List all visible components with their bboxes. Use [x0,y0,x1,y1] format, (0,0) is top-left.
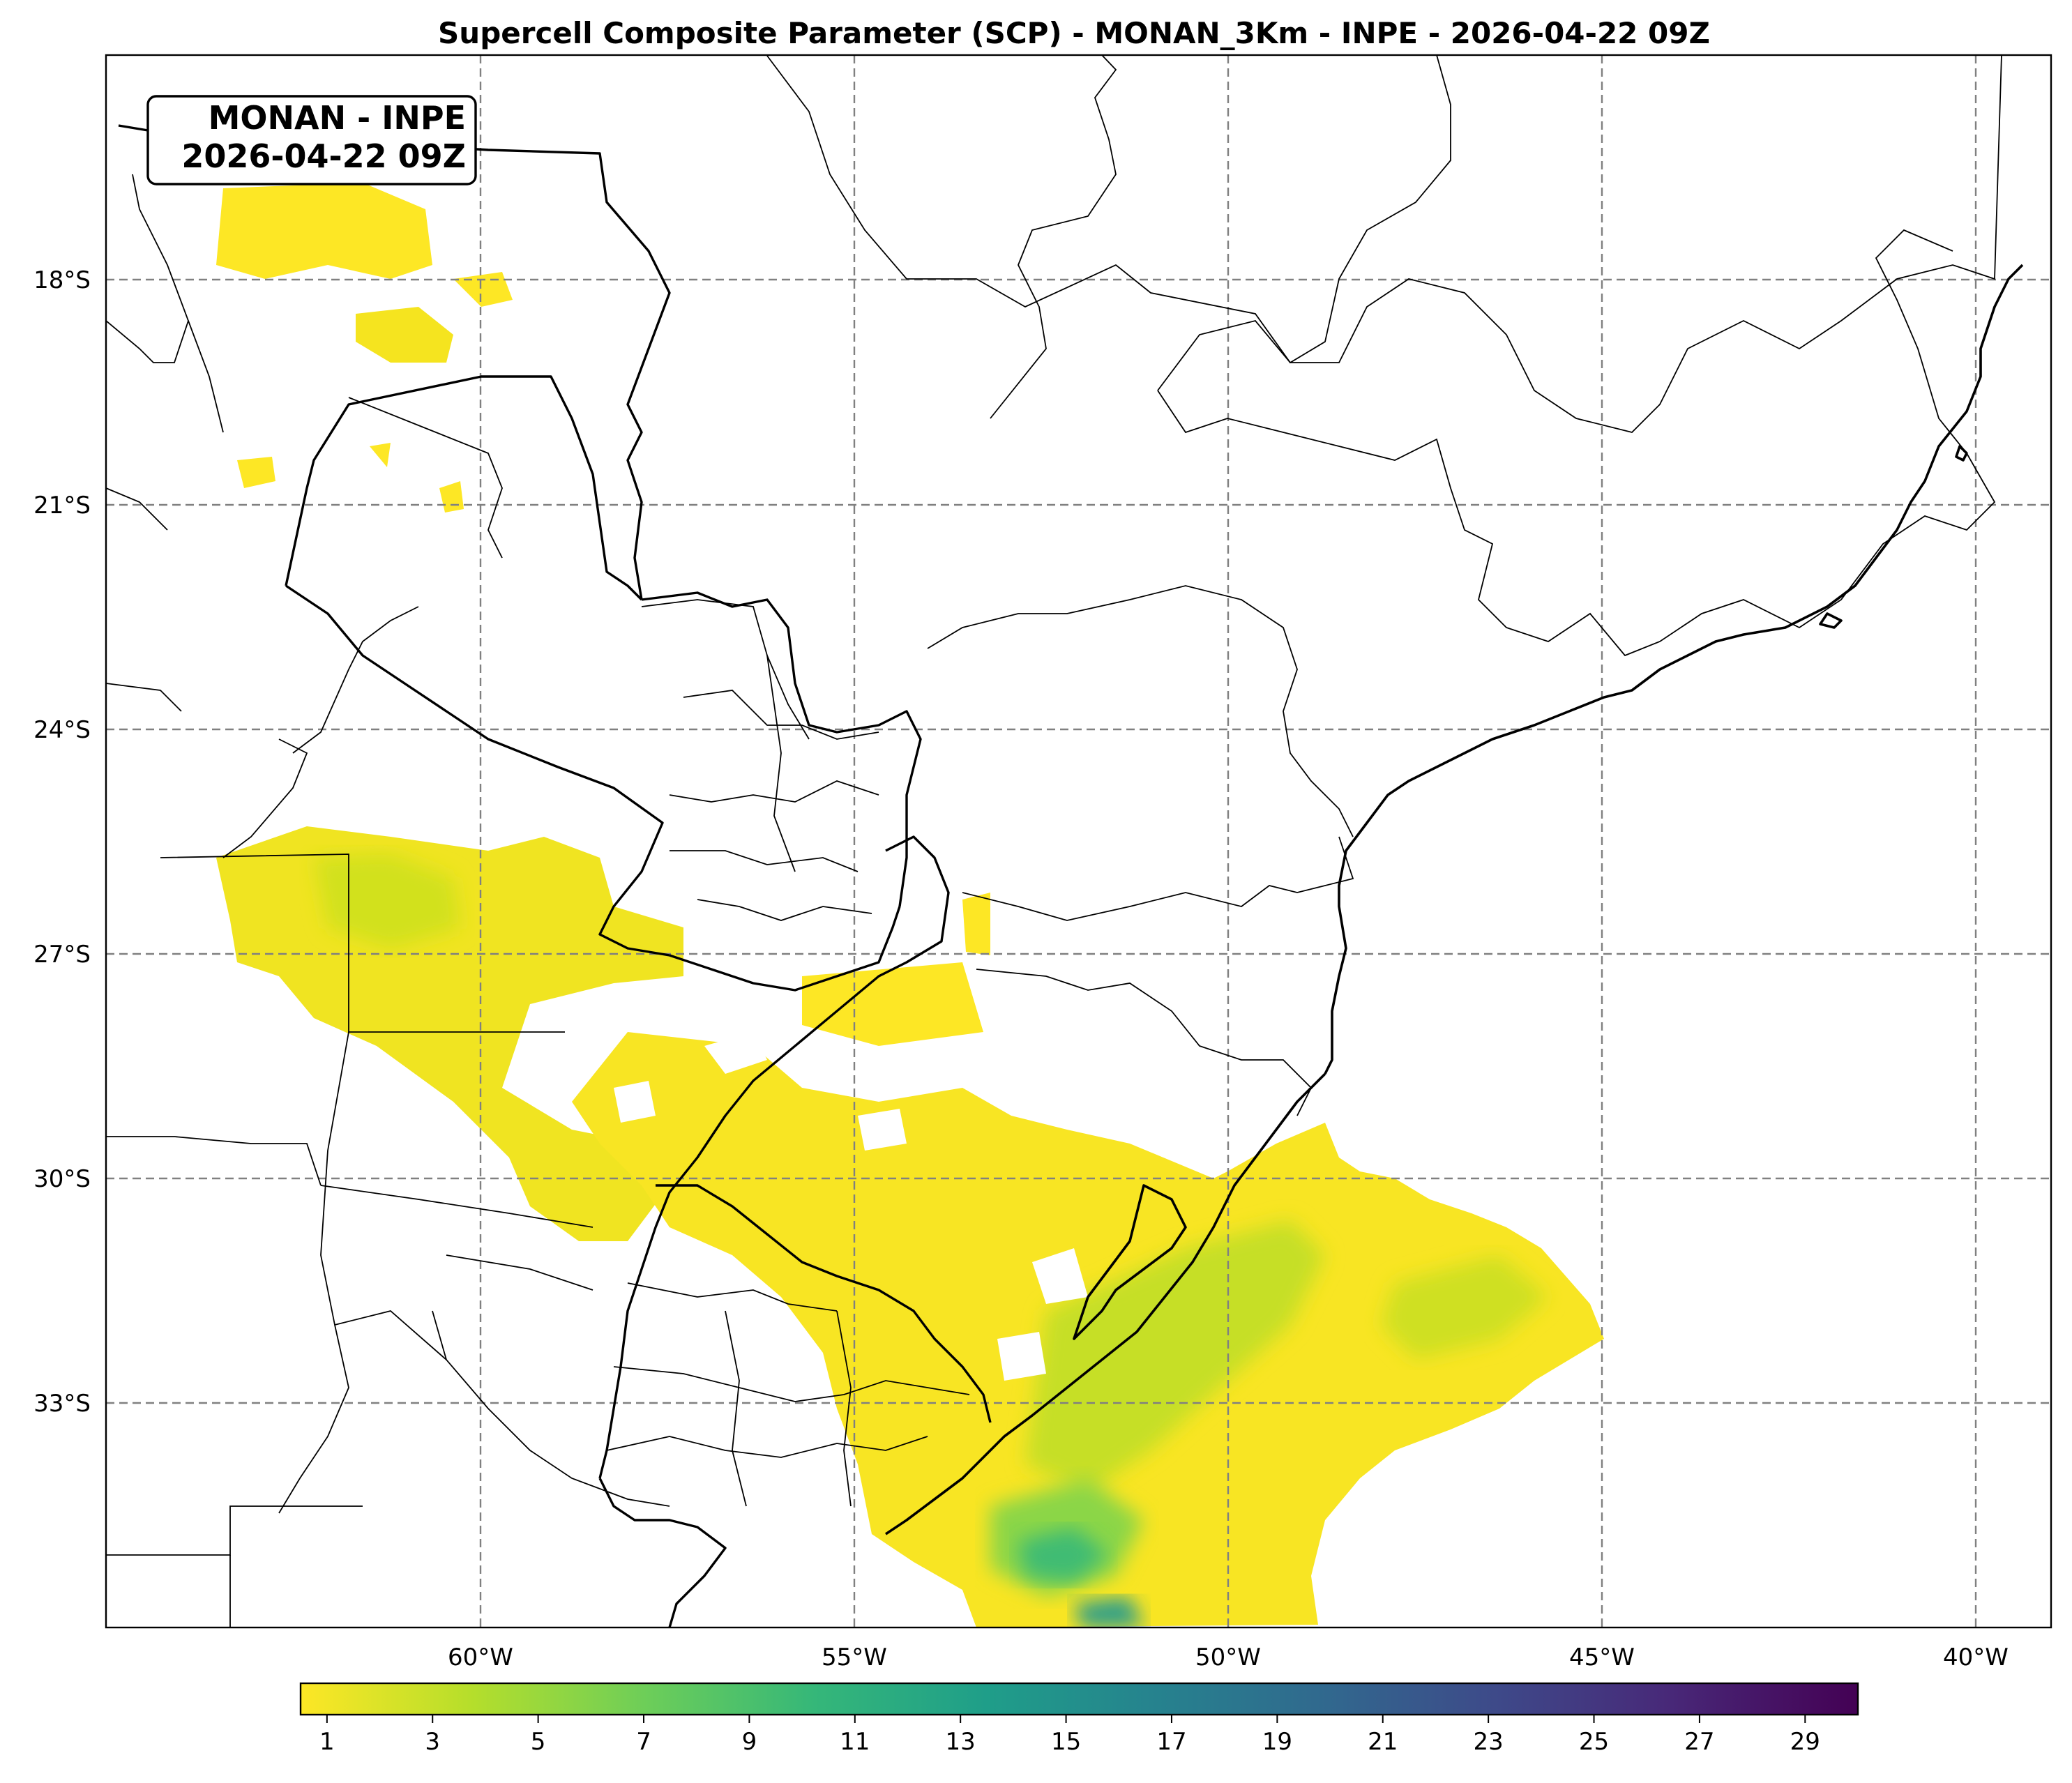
scp-region-southern-brazil-uruguay-atlantic [1381,1255,1548,1360]
scp-region-bolivia-north [370,443,391,467]
scp-region-offshore-max-cores [1018,1527,1109,1583]
scp-field [216,183,1604,1628]
info-box: MONAN - INPE 2026-04-22 09Z [146,95,477,185]
lon-tick-label: 60°W [448,1644,513,1671]
state-borders [106,55,2002,1628]
scp-region-offshore-max-cores [1074,1597,1144,1628]
map-area [106,55,2051,1628]
lat-tick-label: 30°S [33,1165,91,1193]
colorbar-tick-label: 7 [636,1728,651,1756]
lat-tick-label: 27°S [33,941,91,969]
colorbar: 1 3 5 7 9 11 13 15 17 19 21 23 25 27 29 [299,1682,1859,1756]
colorbar-tick-label: 3 [425,1728,440,1756]
colorbar-tick-label: 29 [1790,1728,1820,1756]
scp-gap [1032,1248,1088,1304]
colorbar-tick-label: 5 [531,1728,546,1756]
scp-gap [704,1032,767,1074]
scp-region-northern-argentina-paraguay [962,893,990,955]
scp-region-bolivia-north [453,272,513,307]
colorbar-tick-label: 15 [1051,1728,1081,1756]
colorbar-tick-label: 9 [742,1728,757,1756]
lon-tick-label: 45°W [1569,1644,1635,1671]
scp-gap [614,1081,656,1123]
scp-region-northern-argentina-paraguay [216,826,683,1241]
scp-gap [997,1332,1046,1381]
coastline [885,264,2024,1535]
scp-region-northern-argentina-paraguay [802,962,983,1046]
lat-tick-label: 21°S [33,492,91,519]
lat-tick-label: 18°S [33,266,91,294]
chart-title: Supercell Composite Parameter (SCP) - MO… [438,16,1710,50]
colorbar-tick-label: 21 [1368,1728,1398,1756]
lat-tick-label: 24°S [33,716,91,744]
colorbar-tick-label: 11 [840,1728,870,1756]
colorbar-ticks: 1 3 5 7 9 11 13 15 17 19 21 23 25 27 29 [319,1715,1820,1756]
info-box-line2: 2026-04-22 09Z [181,137,466,175]
scp-region-bolivia-north [237,457,275,488]
lon-tick-label: 55°W [822,1644,887,1671]
colorbar-tick-label: 27 [1684,1728,1714,1756]
scp-region-bolivia-north [216,183,432,279]
gridlines [106,55,2051,1628]
scp-region-southern-brazil-uruguay-atlantic [1025,1220,1325,1492]
colorbar-tick-label: 13 [946,1728,976,1756]
colorbar-tick-label: 25 [1579,1728,1609,1756]
map-frame [105,54,2052,1629]
colorbar-tick-label: 19 [1262,1728,1292,1756]
lon-tick-label: 40°W [1943,1644,2009,1671]
scp-region-northern-argentina-paraguay [314,854,460,948]
colorbar-tick-label: 1 [319,1728,335,1756]
scp-region-bolivia-north [356,307,453,363]
colorbar-tick-label: 23 [1474,1728,1504,1756]
colorbar-ramp [299,1682,1859,1716]
info-box-line1: MONAN - INPE [209,99,466,137]
lon-tick-labels: 60°W 55°W 50°W 45°W 40°W [448,1644,2009,1671]
lat-tick-labels: 18°S 21°S 24°S 27°S 30°S 33°S [33,266,91,1418]
scp-gap [858,1109,907,1151]
lon-tick-label: 50°W [1195,1644,1261,1671]
lat-tick-label: 33°S [33,1390,91,1418]
colorbar-tick-label: 17 [1156,1728,1186,1756]
